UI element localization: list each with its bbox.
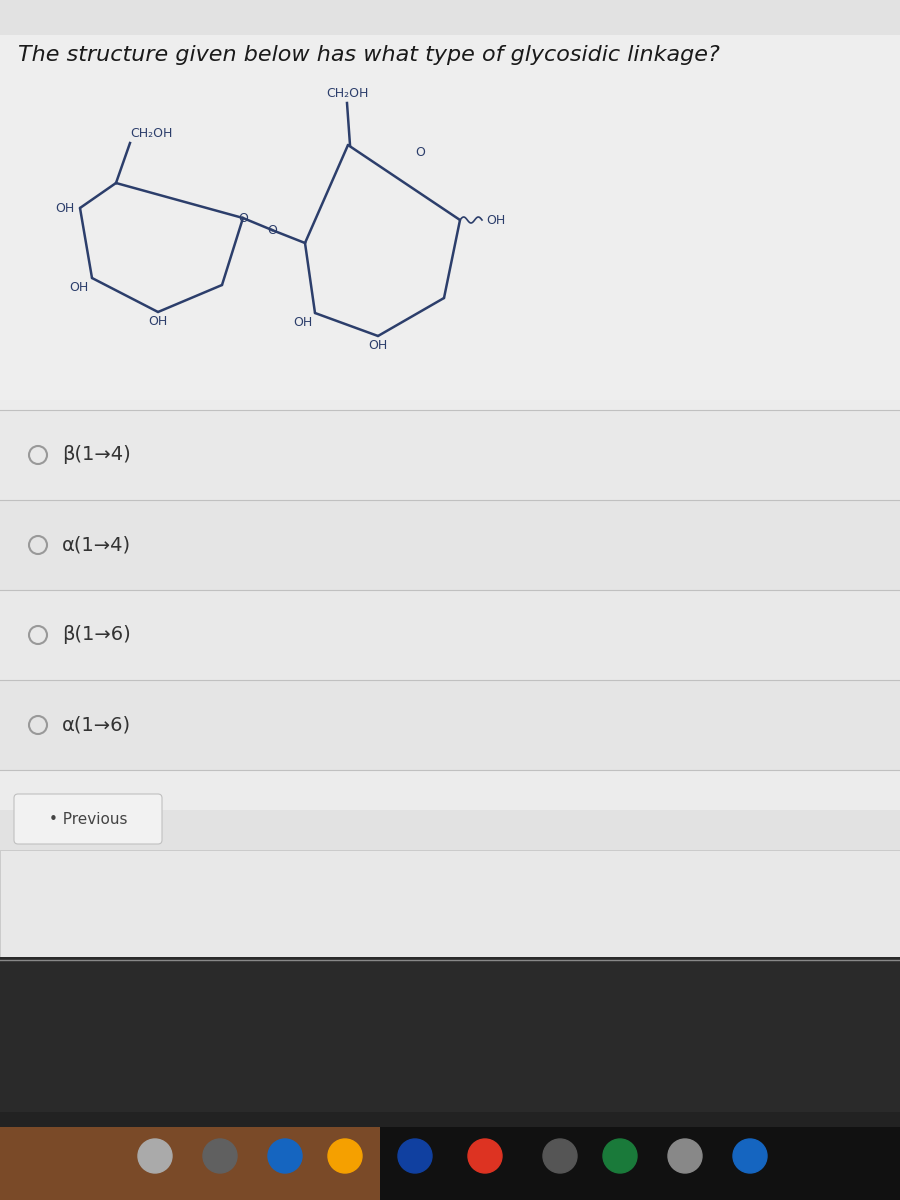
Text: OH: OH <box>148 314 167 328</box>
Bar <box>0 1112 900 1200</box>
Text: CH₂OH: CH₂OH <box>326 86 368 100</box>
Text: β(1→4): β(1→4) <box>62 445 130 464</box>
FancyBboxPatch shape <box>14 794 162 844</box>
Circle shape <box>603 1139 637 1174</box>
Circle shape <box>468 1139 502 1174</box>
Bar <box>0 35 900 400</box>
Bar <box>0 958 900 1127</box>
Text: OH: OH <box>70 281 89 294</box>
Text: OH: OH <box>486 214 505 227</box>
Circle shape <box>268 1139 302 1174</box>
Bar <box>380 1127 900 1200</box>
Circle shape <box>543 1139 577 1174</box>
Text: OH: OH <box>292 316 312 329</box>
Circle shape <box>138 1139 172 1174</box>
Text: The structure given below has what type of glycosidic linkage?: The structure given below has what type … <box>18 44 720 65</box>
Bar <box>0 35 900 810</box>
Circle shape <box>668 1139 702 1174</box>
Text: O: O <box>267 223 277 236</box>
Text: OH: OH <box>56 202 75 215</box>
Circle shape <box>203 1139 237 1174</box>
Bar <box>0 590 900 680</box>
Bar <box>0 410 900 500</box>
Circle shape <box>398 1139 432 1174</box>
Bar <box>0 680 900 770</box>
Circle shape <box>328 1139 362 1174</box>
Bar <box>0 500 900 590</box>
Text: OH: OH <box>368 338 388 352</box>
Bar <box>0 850 900 960</box>
Text: CH₂OH: CH₂OH <box>130 127 173 140</box>
Circle shape <box>733 1139 767 1174</box>
Text: O: O <box>415 145 425 158</box>
Text: O: O <box>238 211 248 224</box>
Polygon shape <box>0 1127 380 1200</box>
Text: • Previous: • Previous <box>49 811 127 827</box>
Text: α(1→6): α(1→6) <box>62 715 131 734</box>
Text: α(1→4): α(1→4) <box>62 535 131 554</box>
Text: β(1→6): β(1→6) <box>62 625 130 644</box>
